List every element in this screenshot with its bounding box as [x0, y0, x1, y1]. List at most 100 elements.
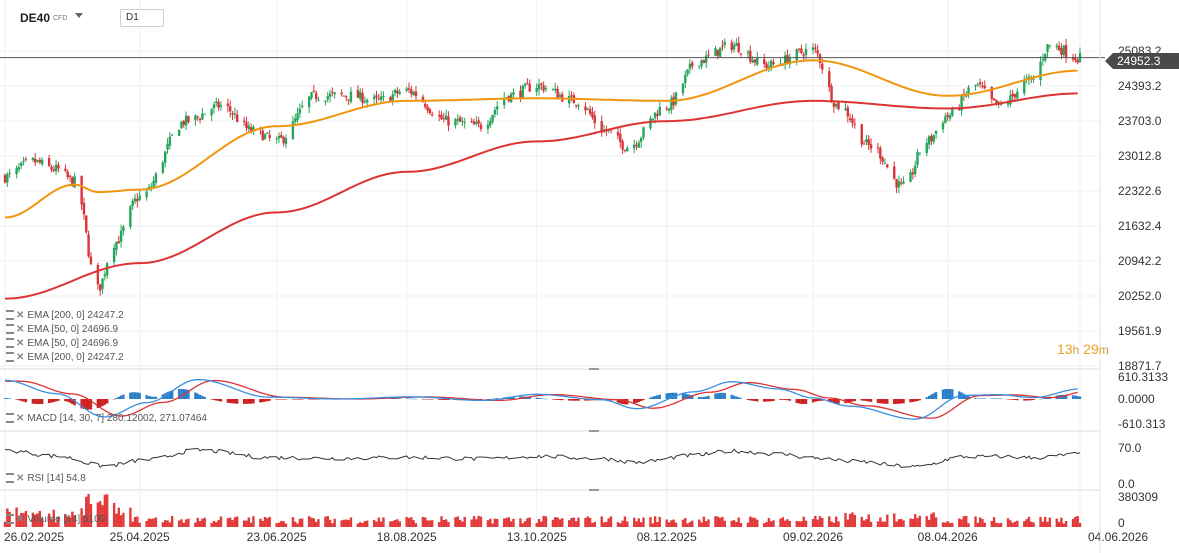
candle-body [862, 143, 866, 145]
volume-bar [382, 517, 385, 527]
macd-histogram-bar [616, 399, 620, 403]
macd-histogram-bar [751, 399, 754, 401]
volume-bar [300, 518, 304, 527]
legend-volume[interactable]: ✕ Volume [14] 5109 [6, 514, 105, 525]
macd-histogram-bar [298, 399, 302, 400]
volume-bar [804, 520, 808, 527]
candle-body [294, 118, 297, 122]
volume-bar [20, 512, 23, 527]
candle-body [821, 63, 824, 70]
candle-body [57, 164, 60, 169]
legend-macd[interactable]: ✕ MACD [14, 30, 7] 280.12002, 271.07464 [6, 413, 207, 424]
candle-body [704, 55, 708, 63]
macd-histogram-bar [769, 399, 773, 402]
volume-bar [948, 522, 952, 527]
volume-bar [340, 520, 343, 527]
candle-body [129, 206, 132, 227]
volume-bar [902, 520, 905, 527]
legend-ema50-a[interactable]: ✕ EMA [50, 0] 24696.9 [6, 324, 118, 335]
symbol-dropdown-icon[interactable] [75, 13, 83, 18]
volume-bar [765, 522, 768, 527]
candle-body [477, 120, 480, 124]
candle-body [263, 134, 267, 139]
candle-body [379, 96, 383, 100]
macd-histogram-bar [133, 392, 137, 399]
candle-body [976, 84, 980, 86]
candle-body [714, 48, 717, 57]
macd-histogram-bar [572, 399, 576, 401]
candle-body [196, 116, 199, 118]
candle-body [1013, 94, 1017, 98]
macd-histogram-bar [212, 399, 216, 401]
candle-body [540, 83, 543, 85]
candle-body [593, 115, 596, 124]
volume-bar [470, 519, 473, 527]
candle-body [633, 144, 636, 149]
candle-body [974, 84, 977, 86]
macd-histogram-bar [389, 398, 392, 399]
macd-histogram-bar [8, 398, 11, 399]
volume-bar [177, 520, 181, 527]
volume-bar [591, 522, 594, 527]
candle-body [68, 175, 72, 177]
macd-histogram-bar [691, 395, 694, 399]
candle-body [958, 109, 961, 111]
macd-histogram-bar [154, 396, 158, 399]
legend-ema200-b[interactable]: ✕ EMA [200, 0] 24247.2 [6, 352, 124, 363]
legend-ema200-a[interactable]: ✕ EMA [200, 0] 24247.2 [6, 310, 124, 321]
candle-body [502, 97, 506, 106]
candle-body [900, 182, 903, 184]
macd-histogram-bar [670, 392, 673, 399]
remove-icon[interactable]: ✕ [16, 310, 25, 321]
macd-histogram-bar [746, 399, 750, 400]
candle-body [830, 85, 833, 102]
candle-body [479, 124, 483, 130]
legend-rsi[interactable]: ✕ RSI [14] 54.8 [6, 473, 86, 484]
macd-histogram-bar [619, 399, 622, 404]
volume-bar [119, 515, 123, 527]
candle-body [112, 247, 116, 263]
volume-bar [983, 522, 987, 527]
volume-bar [247, 517, 250, 527]
macd-histogram-bar [20, 399, 23, 401]
candle-body [568, 96, 571, 104]
macd-histogram-bar [194, 392, 197, 399]
legend-ema50-b[interactable]: ✕ EMA [50, 0] 24696.9 [6, 338, 118, 349]
remove-icon[interactable]: ✕ [16, 514, 25, 525]
macd-histogram-bar [886, 399, 889, 404]
macd-histogram-bar [31, 399, 35, 404]
volume-bar [851, 512, 854, 527]
timeframe-selector[interactable]: D1 [120, 9, 164, 27]
macd-histogram-bar [1064, 394, 1068, 399]
remove-icon[interactable]: ✕ [16, 324, 25, 335]
volume-bar [925, 516, 928, 527]
volume-bar [756, 519, 759, 527]
remove-icon[interactable]: ✕ [16, 413, 25, 424]
macd-histogram-bar [168, 391, 172, 399]
macd-histogram-bar [447, 399, 450, 401]
candle-body [161, 162, 165, 173]
macd-histogram-bar [129, 392, 132, 399]
macd-histogram-bar [995, 398, 998, 399]
candle-body [245, 122, 248, 129]
candle-body [686, 69, 689, 75]
volume-bar [723, 520, 726, 527]
volume-bar [398, 521, 401, 527]
symbol-label[interactable]: DE40 [20, 11, 51, 25]
candle-body [911, 172, 915, 175]
volume-bar [22, 513, 25, 527]
candle-body [393, 89, 397, 94]
pane-resize-handle [589, 489, 599, 491]
candle-body [769, 60, 773, 69]
macd-histogram-bar [512, 396, 515, 399]
remove-icon[interactable]: ✕ [16, 473, 25, 484]
macd-histogram-bar [577, 399, 580, 401]
volume-bar [795, 520, 798, 527]
remove-icon[interactable]: ✕ [16, 338, 25, 349]
macd-histogram-bar [800, 399, 803, 404]
candle-body [797, 48, 801, 50]
candle-body [491, 114, 494, 122]
remove-icon[interactable]: ✕ [16, 352, 25, 363]
volume-bar [1032, 522, 1035, 527]
